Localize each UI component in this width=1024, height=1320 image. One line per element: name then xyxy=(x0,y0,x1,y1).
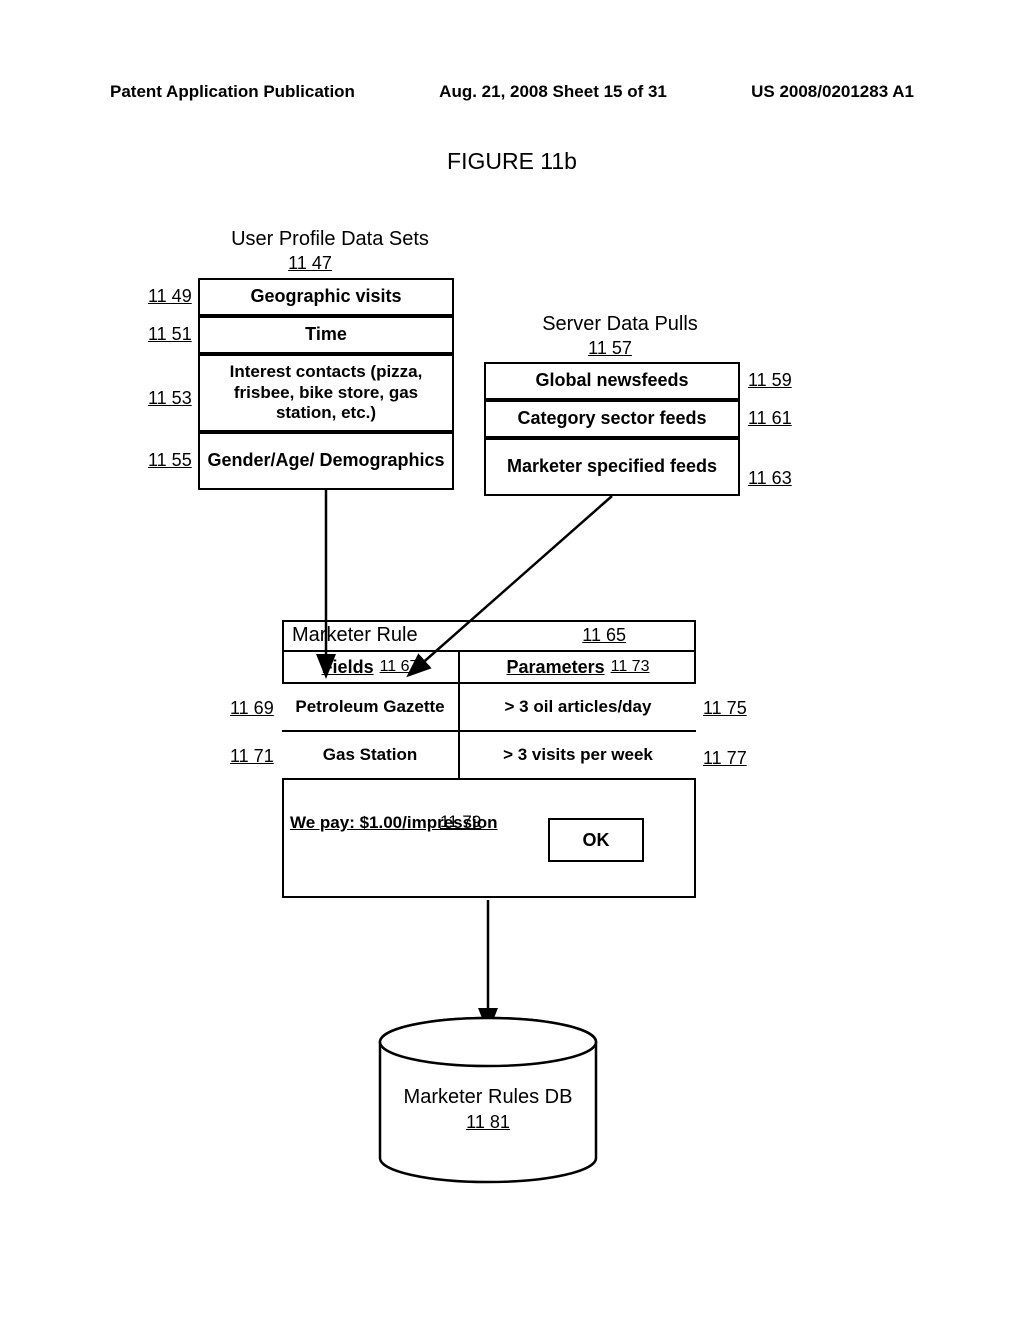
up-row-2-ref: 11 53 xyxy=(148,388,192,409)
up-row-0-ref: 11 49 xyxy=(148,286,192,307)
rule-param-1-ref: 11 77 xyxy=(703,748,747,769)
up-row-1-ref: 11 51 xyxy=(148,324,192,345)
pay-ref: 11 79 xyxy=(440,812,481,832)
marketer-rule-title: Marketer Rule xyxy=(292,624,418,647)
sp-row-2-ref: 11 63 xyxy=(748,468,792,489)
db-title: Marketer Rules DB xyxy=(388,1086,588,1109)
header-right: US 2008/0201283 A1 xyxy=(751,82,914,102)
up-row-3-ref: 11 55 xyxy=(148,450,192,471)
rule-field-0-ref: 11 69 xyxy=(230,698,274,719)
header-left: Patent Application Publication xyxy=(110,82,355,102)
user-profile-title: User Profile Data Sets xyxy=(210,228,450,251)
up-row-1: Time xyxy=(198,316,454,354)
sp-row-1: Category sector feeds xyxy=(484,400,740,438)
sp-row-2: Marketer specified feeds xyxy=(484,438,740,496)
user-profile-ref: 11 47 xyxy=(280,253,340,274)
rule-param-0: > 3 oil articles/day xyxy=(460,684,696,732)
params-header: Parameters 11 73 xyxy=(460,652,696,684)
patent-figure-page: Patent Application Publication Aug. 21, … xyxy=(0,0,1024,1320)
marketer-rule-header: Marketer Rule 11 65 xyxy=(282,620,696,652)
sp-row-0-ref: 11 59 xyxy=(748,370,792,391)
page-header: Patent Application Publication Aug. 21, … xyxy=(110,82,914,102)
up-row-0: Geographic visits xyxy=(198,278,454,316)
marketer-rule-ref: 11 65 xyxy=(582,625,626,646)
rule-field-1: Gas Station xyxy=(282,732,460,780)
fields-header: Fields 11 67 xyxy=(282,652,460,684)
db-ref: 11 81 xyxy=(388,1112,588,1133)
rule-field-1-ref: 11 71 xyxy=(230,746,274,767)
rule-param-0-ref: 11 75 xyxy=(703,698,747,719)
header-center: Aug. 21, 2008 Sheet 15 of 31 xyxy=(439,82,667,102)
rule-param-1: > 3 visits per week xyxy=(460,732,696,780)
sp-row-1-ref: 11 61 xyxy=(748,408,792,429)
rule-field-0: Petroleum Gazette xyxy=(282,684,460,732)
server-pulls-title: Server Data Pulls xyxy=(510,313,730,336)
server-pulls-ref: 11 57 xyxy=(580,338,640,359)
sp-row-0: Global newsfeeds xyxy=(484,362,740,400)
ok-button[interactable]: OK xyxy=(548,818,644,862)
figure-title: FIGURE 11b xyxy=(0,148,1024,175)
up-row-3: Gender/Age/ Demographics xyxy=(198,432,454,490)
up-row-2: Interest contacts (pizza, frisbee, bike … xyxy=(198,354,454,432)
